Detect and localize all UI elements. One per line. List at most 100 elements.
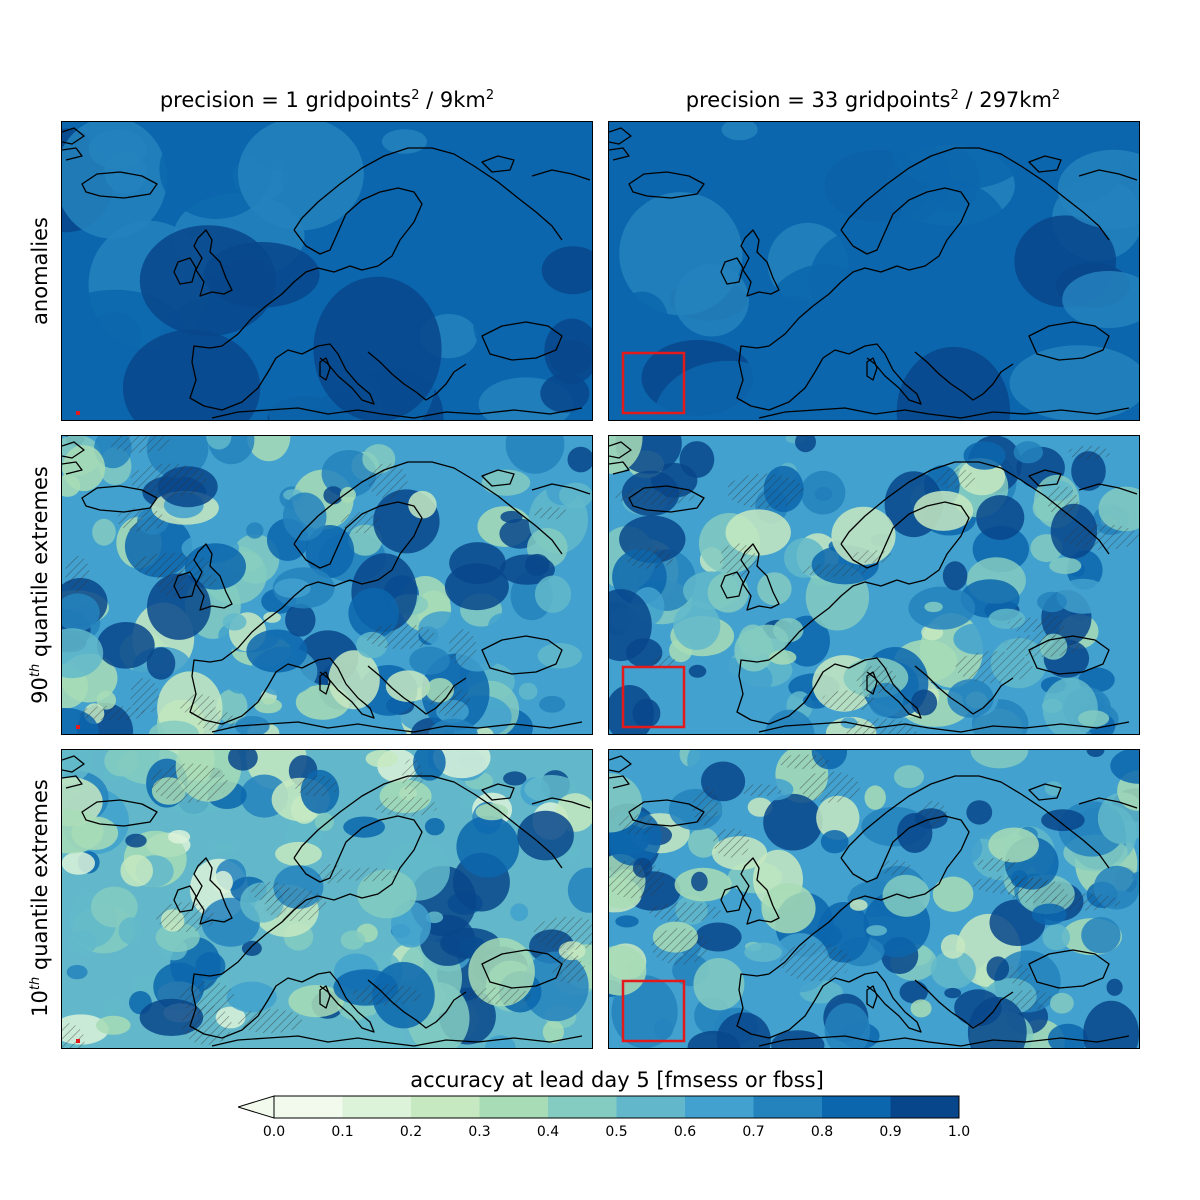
field-contour — [942, 561, 968, 591]
field-contour — [820, 830, 849, 854]
field-contour — [104, 750, 139, 777]
field-contour — [503, 771, 527, 786]
hatch-region — [740, 784, 782, 797]
hatch-region — [294, 775, 339, 797]
coastline — [81, 171, 158, 199]
hatch-region — [649, 902, 722, 922]
field-contour — [62, 628, 104, 679]
field-contour — [970, 750, 1029, 769]
column-title-right: precision = 33 gridpoints2 / 297km2 — [685, 88, 1061, 112]
field-contour — [541, 246, 592, 295]
colorbar-tick-label: 0.9 — [879, 1124, 902, 1140]
field-contour — [986, 956, 1010, 981]
hatch-region — [780, 942, 851, 982]
row-label-10th: 10th quantile extremes — [28, 779, 52, 1017]
field-contour — [247, 436, 291, 462]
hatch-region — [918, 800, 948, 828]
field-contour — [506, 122, 592, 227]
coastline — [319, 985, 331, 1009]
hatch-region — [719, 543, 757, 577]
coastline — [367, 979, 467, 1029]
field-contour — [738, 624, 768, 658]
row-label-90th: 90th quantile extremes — [28, 466, 52, 704]
colorbar-tick-label: 1.0 — [947, 1124, 971, 1140]
field-contour — [1095, 436, 1139, 465]
field-contour — [707, 572, 749, 613]
hatch-region — [130, 463, 208, 498]
colorbar-graphic — [236, 1095, 960, 1119]
field-contour — [481, 469, 531, 496]
field-contour — [1013, 441, 1043, 464]
coastline — [840, 147, 1110, 241]
field-contour — [66, 964, 88, 980]
coastline — [531, 483, 591, 495]
hatch-region — [777, 754, 830, 770]
coastline — [914, 351, 1014, 401]
field-contour — [456, 815, 520, 878]
hatch-region — [972, 875, 1050, 894]
field-contour — [120, 854, 153, 887]
hatch-region — [846, 718, 917, 734]
hatch-region — [821, 690, 875, 712]
field-contour — [1042, 924, 1071, 951]
field-contour — [1062, 271, 1139, 328]
hatch-region — [652, 655, 677, 669]
coastline — [1028, 469, 1062, 487]
field-contour — [254, 698, 282, 714]
coastline — [736, 345, 850, 411]
field-contour — [385, 670, 431, 702]
field-contour — [1098, 486, 1139, 532]
field-contour — [721, 122, 758, 141]
hatch-region — [955, 651, 1033, 684]
colorbar-outline — [273, 1095, 960, 1119]
coastline — [768, 265, 898, 347]
field-contour — [274, 578, 311, 598]
field-contour — [1005, 783, 1041, 815]
coastline — [740, 857, 780, 925]
field-contour — [1057, 149, 1139, 229]
field-contour — [62, 851, 95, 875]
colorbar-segment — [479, 1096, 549, 1118]
coastline — [628, 171, 705, 199]
field-contour — [822, 317, 883, 385]
coastline — [189, 973, 303, 1039]
coastline — [758, 1035, 1130, 1047]
column-title-left: precision = 1 gridpoints2 / 9km2 — [159, 88, 495, 112]
coastline — [189, 345, 303, 411]
precision-marker — [76, 725, 80, 729]
coastline — [720, 571, 744, 599]
field-contour — [866, 925, 887, 936]
field-contour — [518, 682, 538, 700]
precision-marker — [76, 411, 80, 415]
hatch-region — [977, 857, 1017, 872]
field-contour — [864, 785, 886, 810]
coastline — [914, 979, 1014, 1029]
field-contour — [609, 436, 643, 474]
coastline — [1078, 483, 1138, 495]
field-contour — [609, 380, 644, 420]
field-contour — [246, 629, 308, 673]
coastline — [173, 885, 197, 913]
coastline — [609, 127, 632, 145]
coastline — [1078, 169, 1138, 181]
field-contour — [1050, 992, 1074, 1014]
precision-box — [621, 665, 686, 729]
coastline — [531, 797, 591, 809]
coastline — [1028, 783, 1062, 801]
coastline — [301, 971, 375, 1033]
field-contour — [510, 903, 529, 922]
coastline — [319, 357, 331, 381]
hatch-region — [625, 547, 673, 569]
hatch-region — [556, 951, 580, 968]
coastline — [609, 147, 630, 161]
field-contour — [339, 487, 356, 503]
field-contour — [381, 129, 427, 154]
field-contour — [90, 886, 138, 928]
field-contour — [567, 446, 592, 473]
coastline — [740, 229, 780, 297]
coastline — [736, 973, 850, 1039]
field-contour — [1047, 1023, 1088, 1048]
map-panel-90th-33gp — [608, 435, 1140, 735]
field-contour — [848, 436, 877, 451]
field-contour — [85, 312, 142, 360]
